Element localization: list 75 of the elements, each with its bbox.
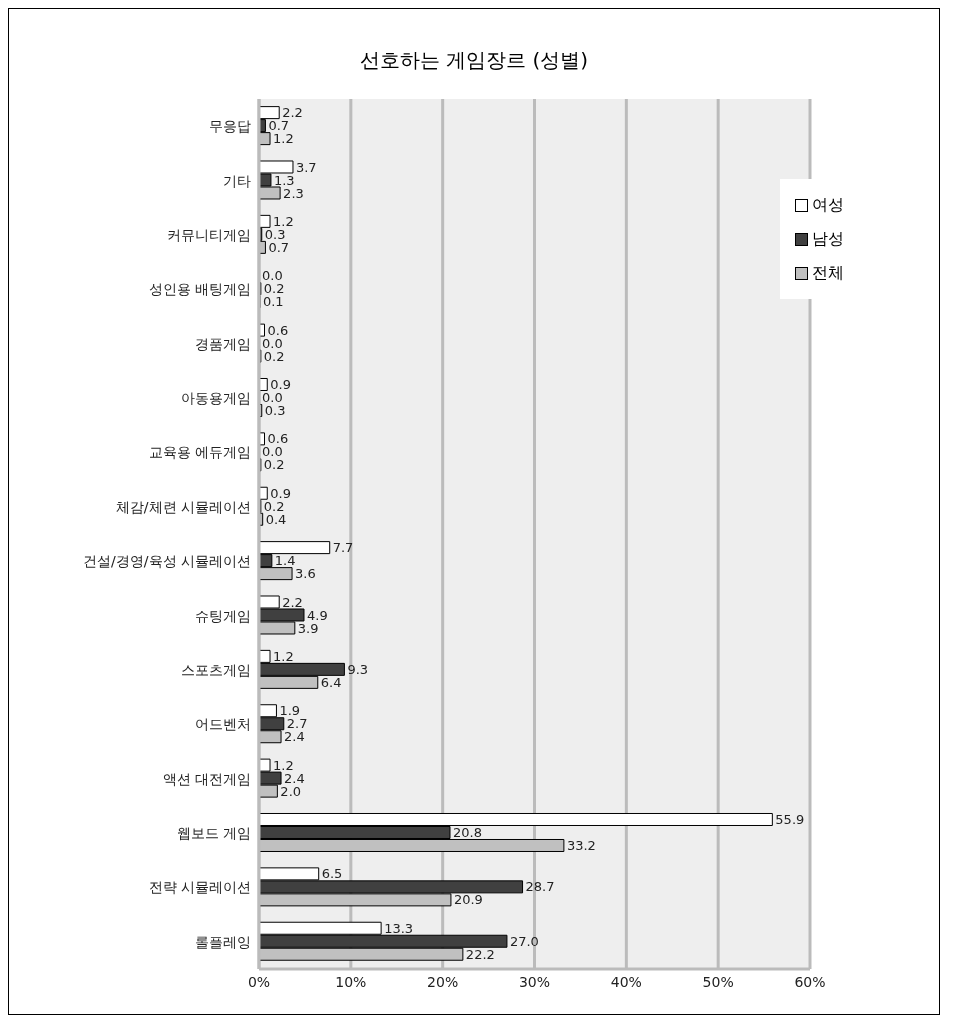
- data-label: 0.7: [268, 239, 290, 255]
- data-label: 0.7: [268, 118, 290, 134]
- data-label: 20.8: [453, 825, 482, 841]
- data-label: 1.2: [273, 131, 294, 147]
- data-label: 0.2: [263, 281, 285, 297]
- data-label: 1.2: [273, 648, 294, 664]
- data-label: 0.0: [262, 335, 283, 351]
- data-label: 1.2: [273, 213, 294, 229]
- data-label: 0.0: [262, 390, 283, 406]
- data-label: 55.9: [775, 812, 805, 828]
- legend-label: 남성: [812, 228, 844, 250]
- data-label: 6.4: [320, 674, 342, 690]
- data-label: 1.2: [273, 757, 294, 773]
- data-label: 0.1: [262, 294, 284, 310]
- y-tick-label: 경품게임: [195, 335, 251, 352]
- y-tick-label: 교육용 에듀게임: [148, 444, 251, 461]
- y-tick-label: 슈팅게임: [195, 607, 251, 624]
- data-label: 0.2: [263, 457, 285, 473]
- data-label: 2.4: [284, 729, 305, 745]
- y-tick-label: 롤플레잉: [195, 933, 251, 950]
- data-label: 28.7: [525, 879, 555, 895]
- data-label: 3.9: [297, 620, 319, 636]
- y-tick-label: 체감/체련 시뮬레이션: [115, 498, 251, 515]
- legend-label: 여성: [812, 194, 844, 216]
- data-label: 0.2: [263, 498, 285, 514]
- x-tick-label: 0%: [247, 973, 271, 990]
- data-label: 1.9: [279, 703, 301, 719]
- x-tick-label: 40%: [610, 973, 642, 990]
- data-label: 2.4: [284, 770, 305, 786]
- data-label: 0.0: [262, 268, 283, 284]
- x-tick-label: 50%: [702, 973, 734, 990]
- data-label: 2.3: [283, 185, 304, 201]
- data-label: 0.4: [265, 511, 287, 527]
- data-label: 33.2: [566, 838, 596, 854]
- chart-title: 선호하는 게임장르 (성별): [358, 47, 590, 74]
- y-tick-label: 전략 시뮬레이션: [148, 879, 251, 896]
- y-tick-label: 아동용게임: [181, 390, 251, 407]
- data-label: 3.6: [295, 566, 316, 582]
- y-tick-label: 스포츠게임: [181, 661, 251, 678]
- y-tick-label: 성인용 배팅게임: [148, 281, 251, 298]
- data-label: 0.9: [270, 485, 291, 501]
- legend-label: 전체: [812, 262, 844, 284]
- data-label: 3.7: [295, 159, 317, 175]
- data-label: 0.6: [267, 322, 289, 338]
- y-tick-label: 액션 대전게임: [162, 770, 251, 787]
- data-label: 2.2: [282, 105, 303, 121]
- data-label: 0.2: [263, 348, 285, 364]
- data-label: 0.9: [270, 377, 291, 393]
- y-tick-label: 무응답: [209, 118, 251, 135]
- y-tick-label: 건설/경영/육성 시뮬레이션: [83, 553, 251, 570]
- y-tick-label: 웹보드 게임: [176, 825, 251, 842]
- data-label: 0.6: [267, 431, 289, 447]
- data-label: 13.3: [384, 920, 414, 936]
- y-tick-label: 기타: [223, 172, 251, 189]
- data-label: 2.2: [282, 594, 303, 610]
- data-label: 1.4: [274, 553, 296, 569]
- x-tick-label: 20%: [427, 973, 459, 990]
- data-label: 7.7: [332, 540, 354, 556]
- y-tick-label: 어드벤처: [195, 716, 251, 733]
- x-tick-label: 60%: [794, 973, 826, 990]
- data-label: 2.7: [286, 716, 308, 732]
- data-label: 0.3: [264, 226, 286, 242]
- data-label: 1.3: [273, 172, 295, 188]
- data-label: 9.3: [347, 661, 369, 677]
- data-label: 6.5: [321, 866, 343, 882]
- data-label: 22.2: [465, 946, 495, 962]
- x-tick-label: 10%: [335, 973, 367, 990]
- data-label: 27.0: [509, 933, 539, 949]
- data-label: 20.9: [453, 892, 483, 908]
- data-label: 4.9: [307, 607, 328, 623]
- data-label: 2.0: [280, 783, 302, 799]
- data-label: 0.3: [264, 403, 286, 419]
- y-tick-label: 커뮤니티게임: [167, 226, 251, 243]
- x-tick-label: 30%: [518, 973, 551, 990]
- data-label: 0.0: [262, 444, 283, 460]
